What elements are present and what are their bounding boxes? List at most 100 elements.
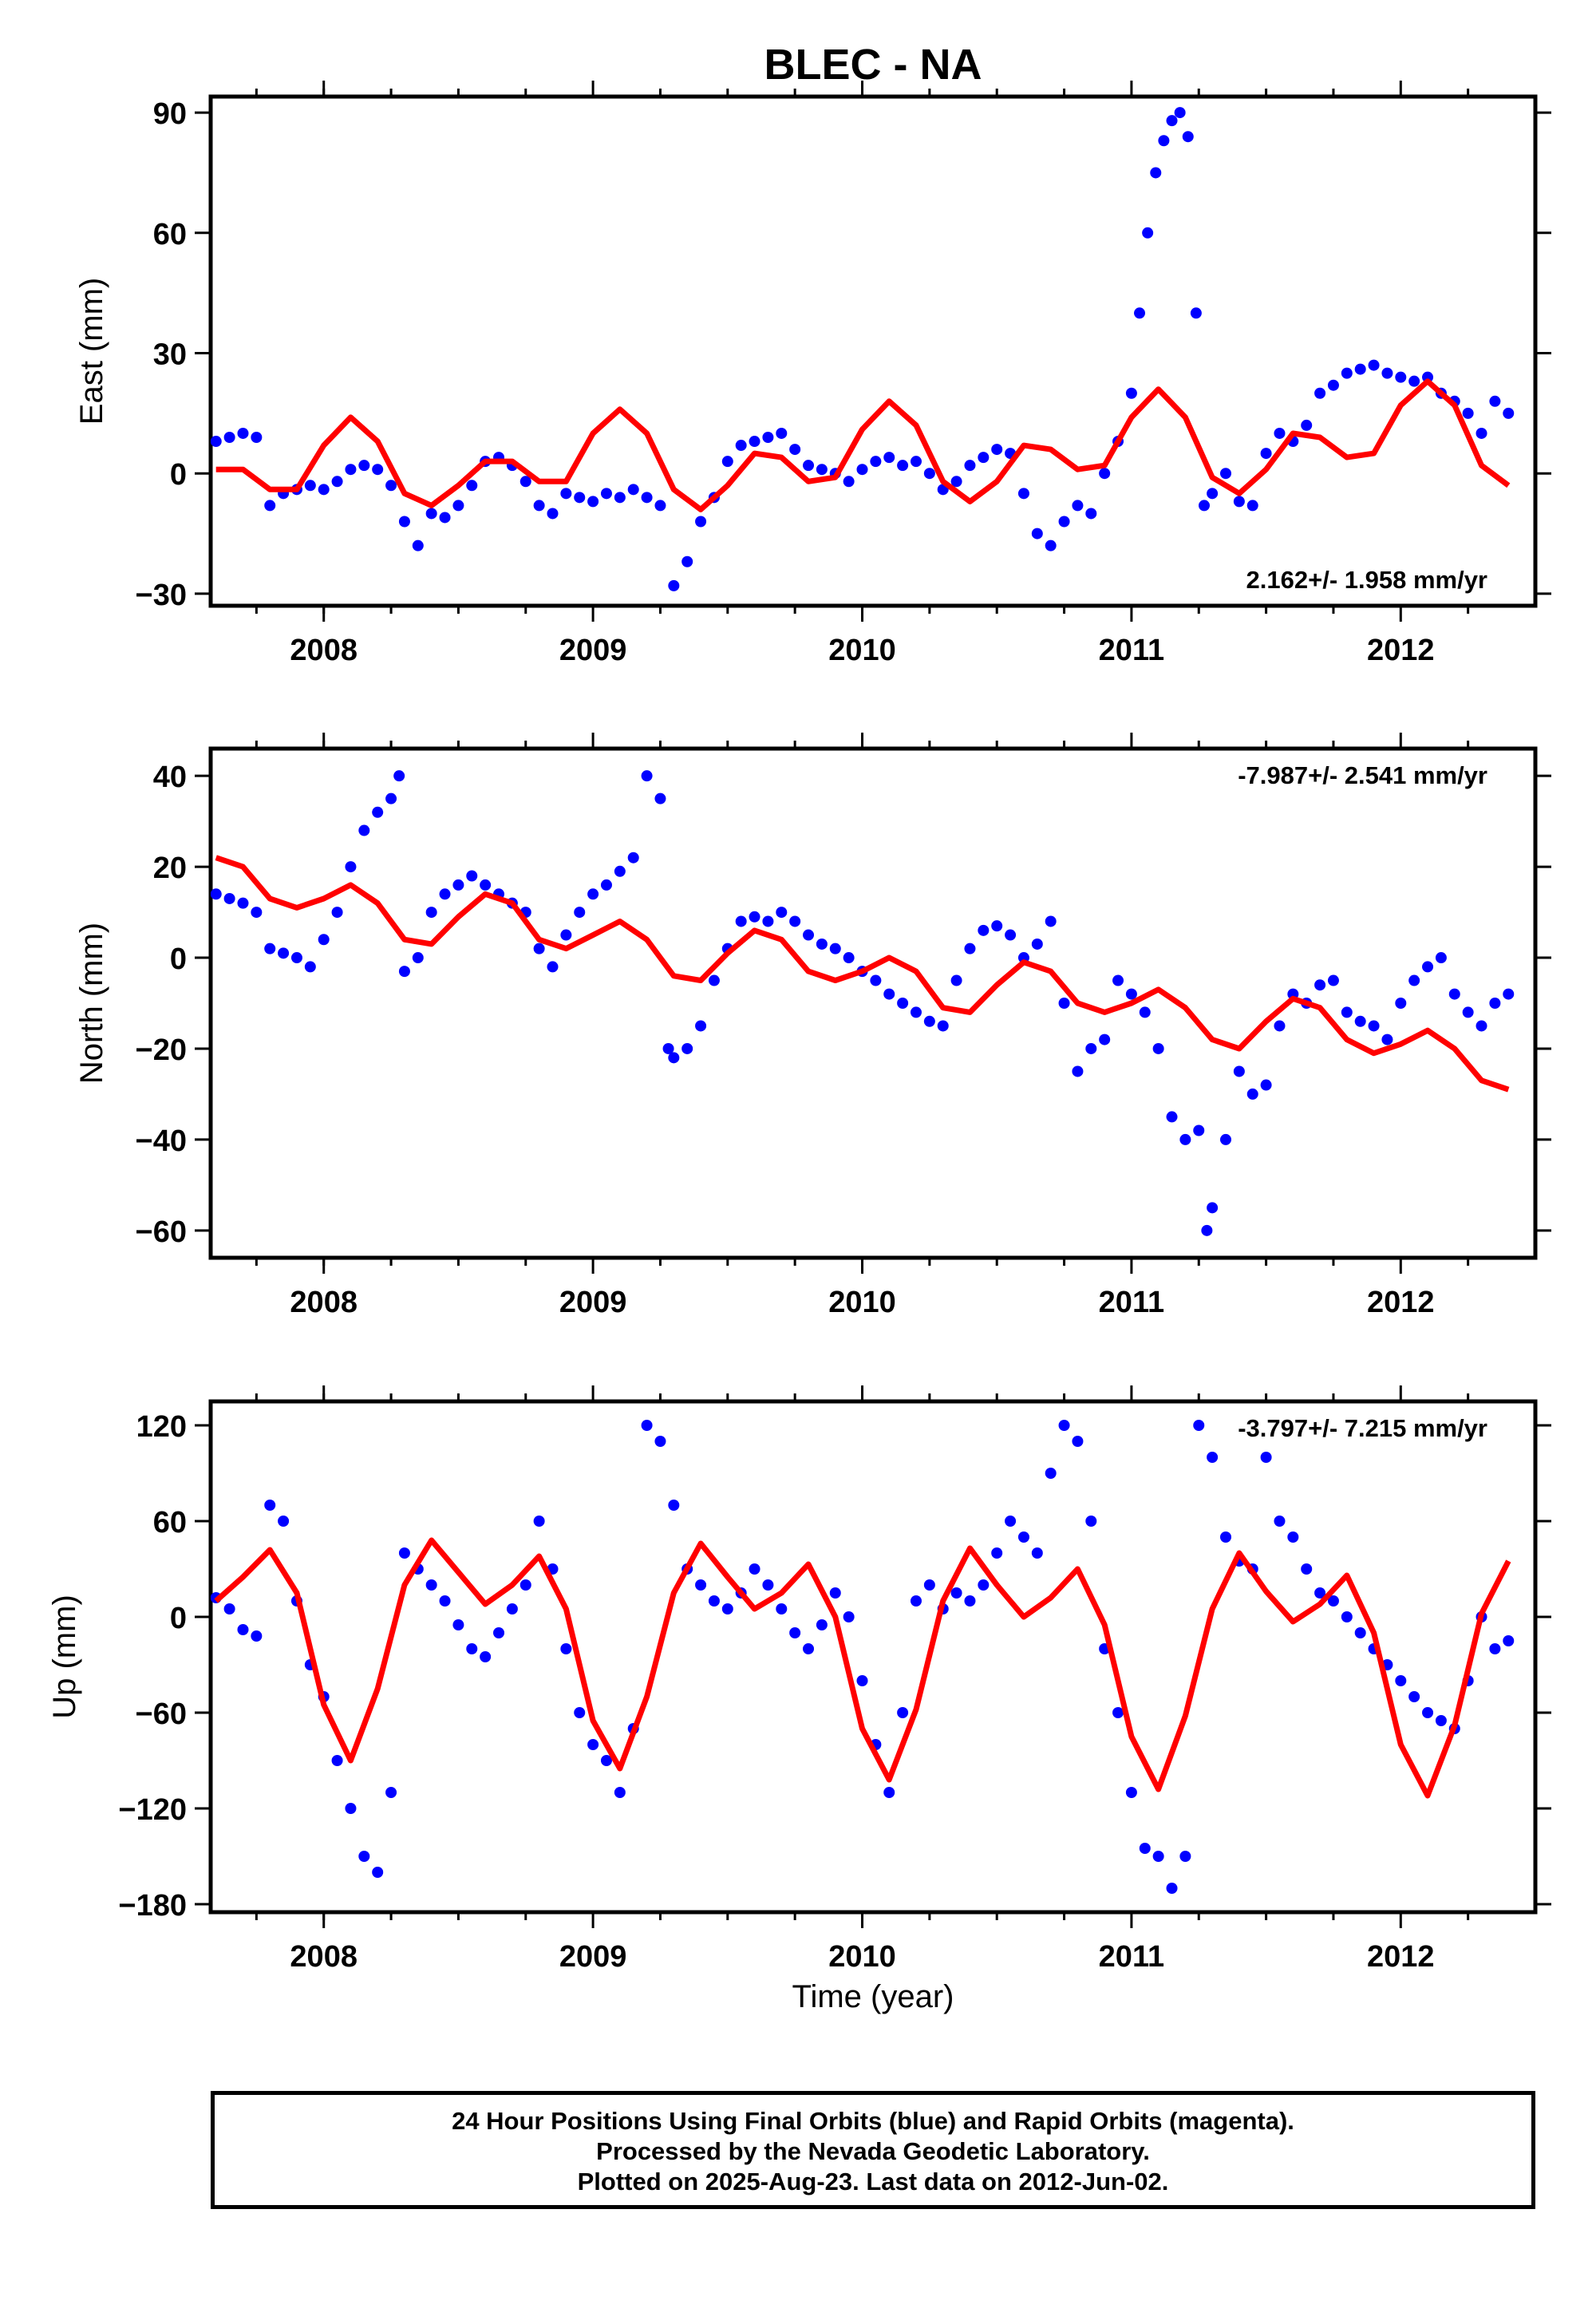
data-point — [950, 476, 962, 488]
data-point — [1179, 1851, 1191, 1862]
data-point — [668, 1052, 680, 1064]
data-point — [776, 427, 788, 439]
data-point — [1341, 367, 1353, 379]
x-tick-label: 2010 — [828, 634, 896, 667]
data-point — [870, 456, 882, 468]
data-point — [1354, 1015, 1366, 1027]
data-point — [829, 943, 841, 954]
data-point — [290, 952, 302, 964]
data-point — [1045, 1468, 1057, 1479]
data-point — [978, 924, 990, 936]
data-points — [211, 1420, 1515, 1894]
data-point — [1199, 500, 1210, 512]
data-point — [345, 861, 357, 873]
data-point — [816, 1619, 828, 1630]
y-tick-label: −30 — [136, 579, 187, 612]
data-point — [789, 915, 801, 927]
data-point — [223, 892, 235, 904]
data-point — [789, 1627, 801, 1638]
data-point — [762, 432, 774, 444]
data-point — [614, 865, 626, 877]
data-point — [1327, 379, 1339, 391]
data-point — [627, 484, 639, 496]
data-point — [641, 1420, 653, 1431]
data-point — [237, 1624, 249, 1635]
data-point — [560, 929, 572, 941]
data-point — [1005, 929, 1017, 941]
data-point — [708, 1595, 720, 1607]
data-point — [1274, 427, 1286, 439]
data-point — [1314, 387, 1326, 399]
data-point — [1354, 1627, 1366, 1638]
data-point — [237, 897, 249, 909]
data-point — [1152, 1042, 1164, 1054]
x-tick-label: 2012 — [1367, 1286, 1435, 1319]
data-point — [1158, 135, 1170, 147]
data-point — [843, 1611, 855, 1622]
data-point — [803, 460, 815, 472]
data-point — [480, 879, 492, 891]
data-point — [991, 1547, 1003, 1559]
data-point — [547, 508, 559, 520]
data-point — [1058, 1420, 1070, 1431]
data-point — [439, 888, 451, 900]
data-point — [910, 1595, 922, 1607]
data-point — [1207, 1202, 1219, 1214]
data-point — [1219, 1133, 1231, 1145]
chart-title: BLEC - NA — [764, 41, 982, 89]
data-point — [1246, 500, 1258, 512]
data-point — [1099, 1034, 1111, 1045]
data-point — [574, 492, 586, 504]
y-tick-label: 0 — [170, 1602, 187, 1635]
data-point — [372, 1867, 384, 1878]
data-point — [1166, 1111, 1178, 1123]
x-tick-label: 2011 — [1099, 634, 1164, 667]
data-point — [264, 1500, 276, 1511]
panel-frame — [208, 1399, 1538, 1915]
data-point — [1190, 307, 1202, 319]
panel-3: 2008 2009 2010 2011 2012 −180 −120 −60 0 60 120 Up … — [47, 1385, 1551, 1974]
data-point — [1327, 974, 1339, 986]
data-point — [923, 1015, 935, 1027]
data-point — [668, 1500, 680, 1511]
data-point — [318, 934, 330, 946]
data-point — [1327, 1595, 1339, 1607]
data-point — [1408, 1691, 1420, 1702]
data-point — [816, 464, 828, 476]
data-point — [466, 480, 478, 492]
data-point — [662, 1042, 674, 1054]
data-point — [1174, 107, 1186, 119]
data-point — [1489, 395, 1501, 407]
data-point — [776, 1603, 788, 1614]
data-point — [1435, 952, 1447, 964]
data-point — [627, 852, 639, 864]
data-point — [695, 1020, 707, 1032]
data-point — [506, 1603, 518, 1614]
data-point — [1381, 367, 1393, 379]
data-point — [372, 806, 384, 818]
model-curve — [214, 1537, 1511, 1799]
data-point — [735, 440, 747, 452]
data-point — [1301, 419, 1313, 431]
data-point — [654, 500, 666, 512]
data-point — [466, 1643, 478, 1654]
data-point — [978, 1579, 990, 1591]
data-point — [519, 476, 531, 488]
data-point — [1179, 1133, 1191, 1145]
data-point — [264, 500, 276, 512]
data-point — [1085, 1516, 1097, 1527]
data-point — [735, 915, 747, 927]
data-point — [533, 1516, 545, 1527]
data-point — [1503, 1635, 1515, 1646]
data-point — [1219, 468, 1231, 480]
data-point — [1448, 988, 1460, 1000]
y-axis-label: North (mm) — [74, 923, 109, 1084]
data-point — [439, 512, 451, 524]
data-point — [1099, 468, 1111, 480]
data-point — [304, 961, 316, 973]
data-point — [1489, 998, 1501, 1009]
data-point — [1395, 371, 1407, 383]
data-point — [789, 444, 801, 456]
data-point — [547, 961, 559, 973]
